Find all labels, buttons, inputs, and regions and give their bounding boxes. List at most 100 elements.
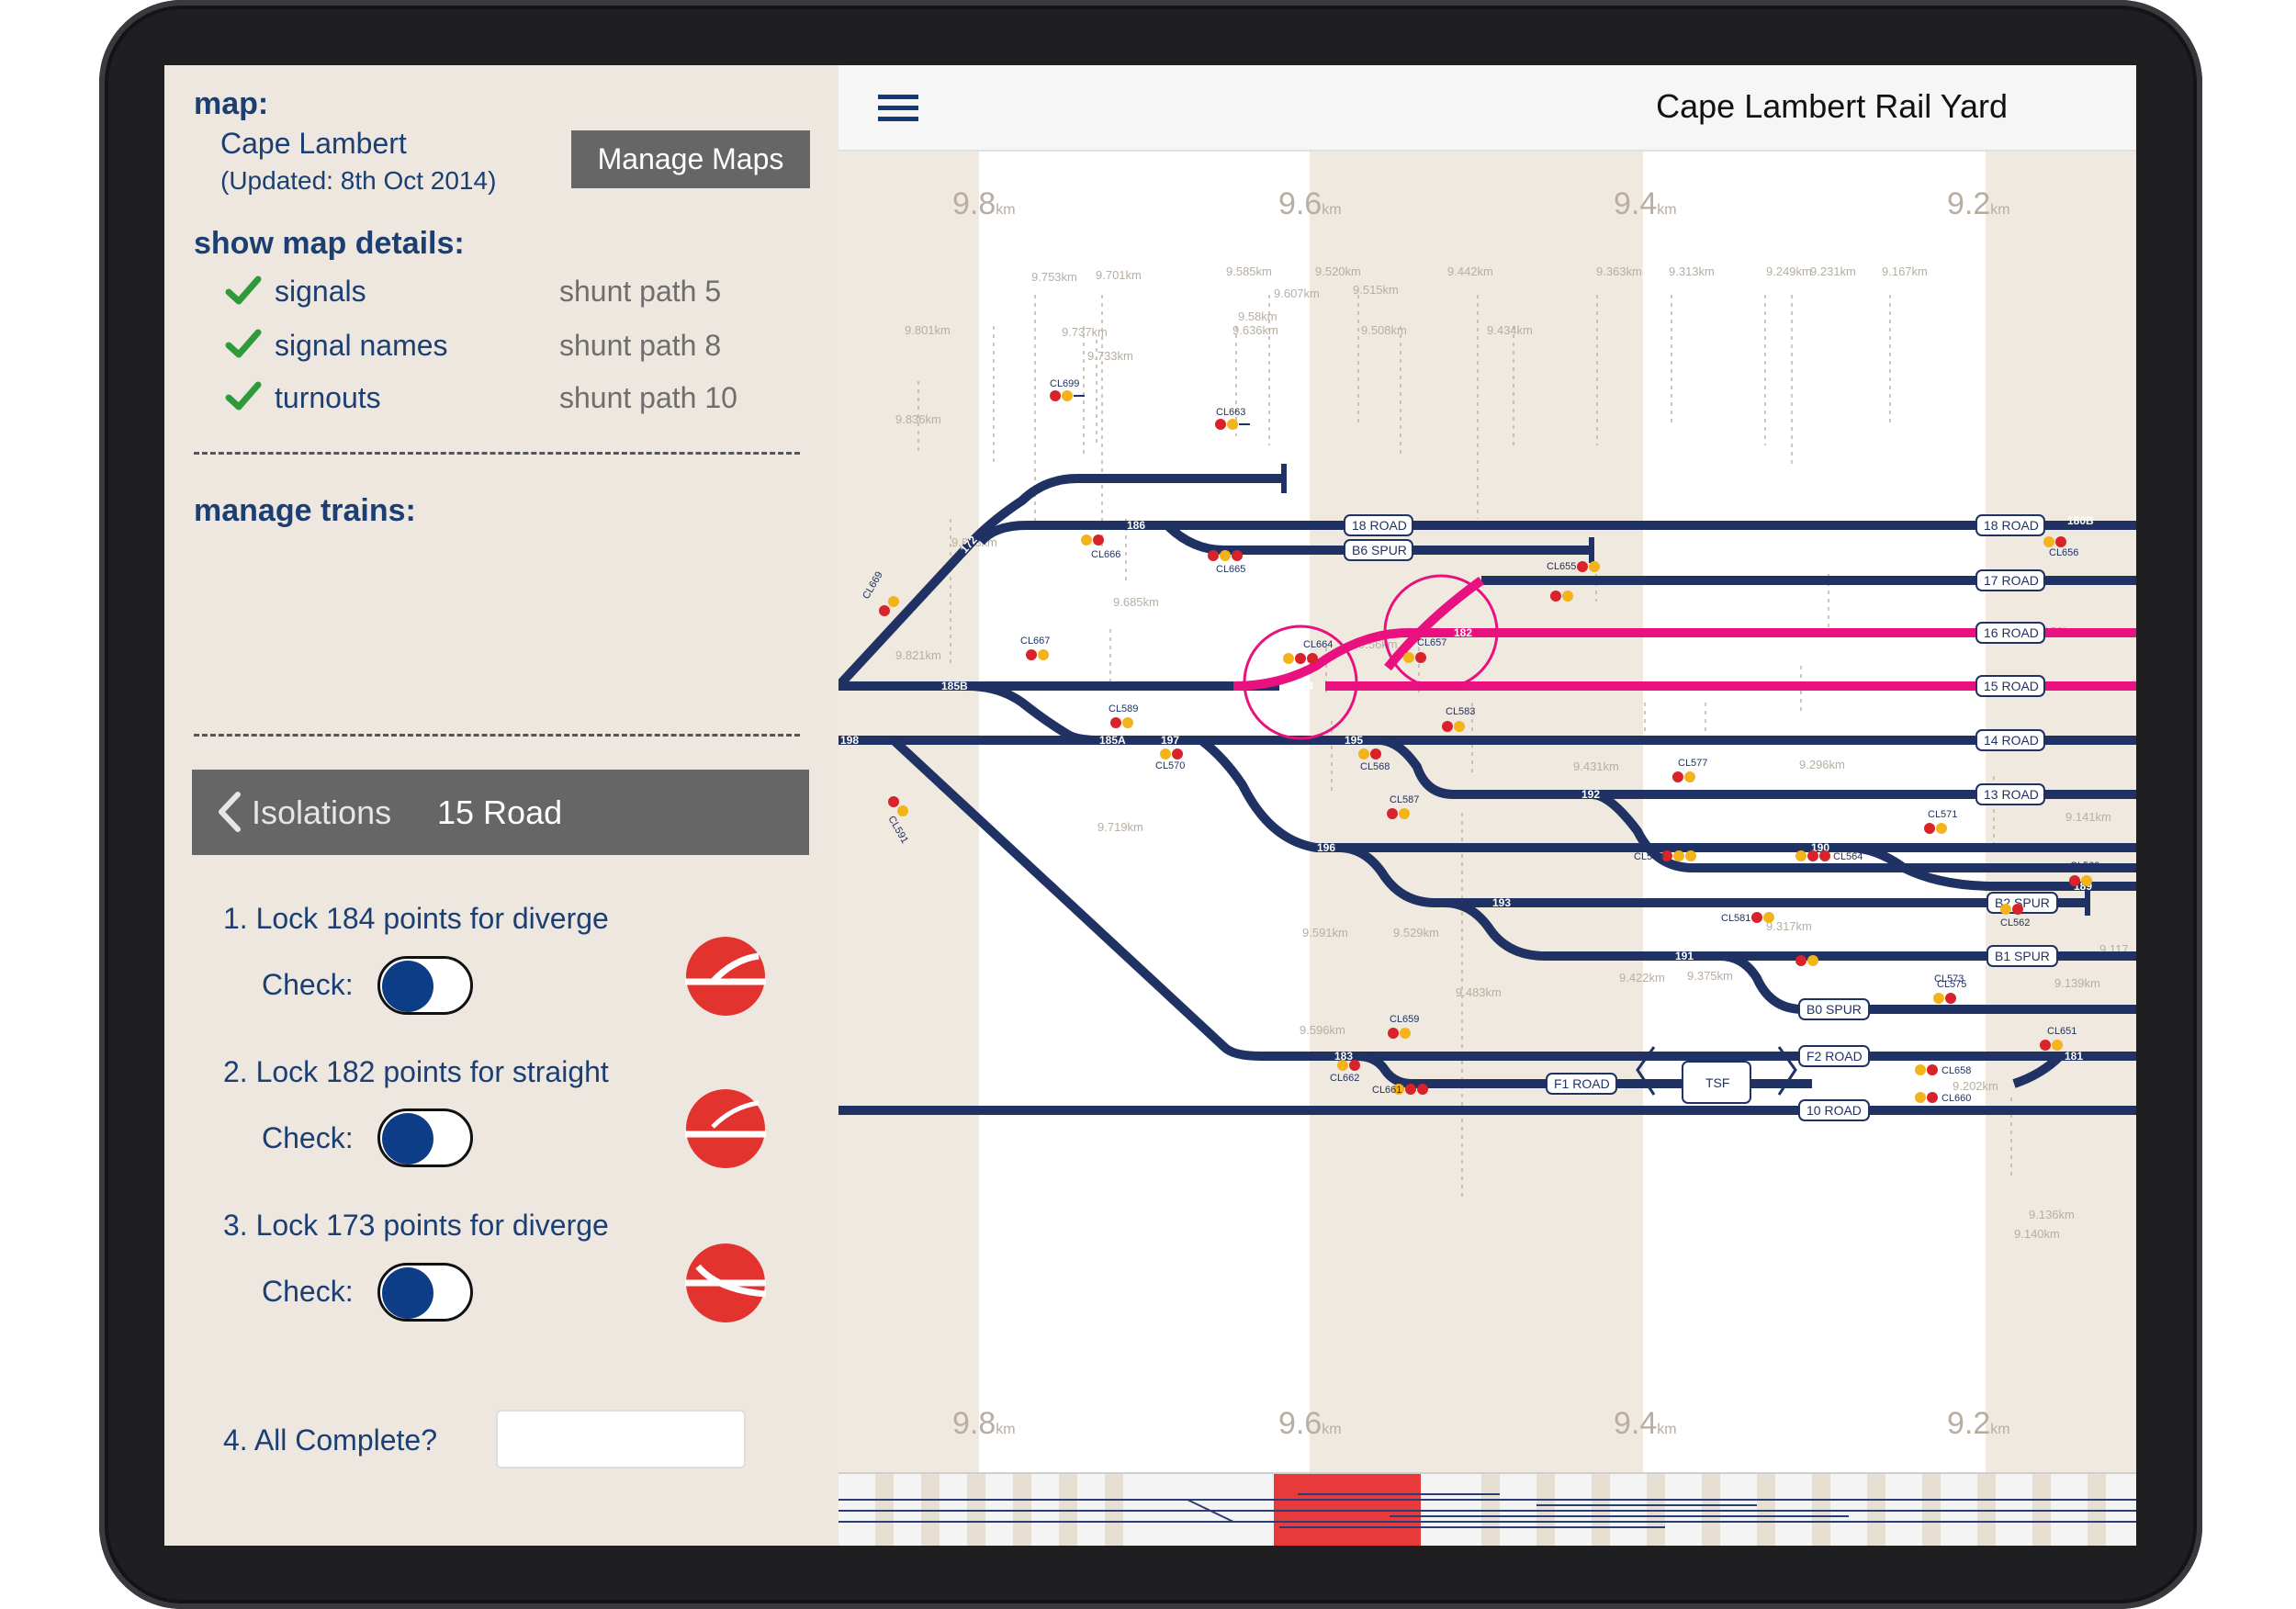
svg-text:CL667: CL667	[1020, 636, 1050, 647]
svg-text:185B: 185B	[941, 680, 968, 692]
road-label-b1-spur: B1 SPUR	[1986, 945, 2058, 967]
show-map-details-label: show map details:	[194, 226, 465, 261]
svg-text:16 ROAD: 16 ROAD	[1984, 625, 2039, 640]
map-title: Cape Lambert Rail Yard	[1656, 87, 2008, 125]
svg-text:9.508km: 9.508km	[1361, 323, 1407, 337]
signal-cl656-icon	[2043, 536, 2066, 547]
svg-text:9.434km: 9.434km	[1487, 323, 1533, 337]
signal-cl577-icon	[1672, 771, 1695, 782]
svg-text:CL581: CL581	[1721, 913, 1750, 924]
signal-cl651-icon	[2040, 1040, 2063, 1051]
svg-text:197: 197	[1161, 734, 1179, 747]
svg-text:B6 SPUR: B6 SPUR	[1352, 543, 1407, 557]
step-1-check-toggle[interactable]	[377, 956, 473, 1015]
shunt-path-8-option[interactable]: shunt path 8	[559, 329, 722, 362]
km-label-9-2-top: 9.2km	[1947, 186, 2010, 221]
tsf-marker: TSF	[1636, 1046, 1812, 1104]
manage-trains-label: manage trains:	[194, 493, 416, 528]
step-2-check-label: Check:	[262, 1121, 354, 1154]
signal-cl579-icon	[1661, 850, 1696, 861]
all-complete-input[interactable]	[496, 1410, 746, 1468]
svg-text:CL653: CL653	[1550, 577, 1580, 588]
signal-cl661-icon	[1393, 1084, 1428, 1095]
points-diverge-icon	[685, 937, 766, 1016]
turnouts-option[interactable]: turnouts	[275, 381, 381, 414]
svg-text:CL571: CL571	[1928, 809, 1957, 820]
svg-text:CL575: CL575	[1937, 979, 1966, 990]
signals-check-icon[interactable]	[225, 272, 262, 309]
svg-text:9.607km: 9.607km	[1274, 287, 1320, 300]
signal-cl660-icon	[1915, 1092, 1938, 1103]
svg-text:9.249km: 9.249km	[1766, 264, 1812, 278]
signal-cl653-icon	[1550, 591, 1573, 602]
svg-text:9.801km: 9.801km	[905, 323, 951, 337]
svg-text:9.529km: 9.529km	[1393, 926, 1439, 940]
manage-maps-button[interactable]: Manage Maps	[571, 130, 810, 188]
svg-text:183: 183	[1334, 1050, 1353, 1063]
svg-text:CL589: CL589	[1109, 703, 1138, 714]
road-label-b0-spur: B0 SPUR	[1798, 998, 1870, 1020]
signal-cl571-icon	[1924, 823, 1947, 834]
turnouts-check-icon[interactable]	[225, 377, 262, 414]
km-label-9-2-bottom: 9.2km	[1947, 1406, 2010, 1441]
svg-text:CL579: CL579	[1634, 851, 1663, 862]
signals-option[interactable]: signals	[275, 275, 366, 308]
svg-text:10 ROAD: 10 ROAD	[1806, 1103, 1862, 1118]
signal-names-check-icon[interactable]	[225, 325, 262, 362]
km-label-9-6-top: 9.6km	[1278, 186, 1342, 221]
svg-text:F2 ROAD: F2 ROAD	[1806, 1049, 1863, 1063]
svg-text:CL562: CL562	[2000, 917, 2030, 928]
km-label-9-4-bottom: 9.4km	[1614, 1406, 1677, 1441]
svg-text:185A: 185A	[1099, 734, 1126, 747]
svg-text:CL568: CL568	[1360, 761, 1390, 772]
shunt-path-5-option[interactable]: shunt path 5	[559, 275, 722, 308]
svg-text:195: 195	[1345, 734, 1363, 747]
signal-cl665-icon	[1208, 550, 1243, 561]
map-overview-strip[interactable]	[838, 1472, 2136, 1546]
signal-cl662-icon	[1337, 1060, 1360, 1071]
svg-text:CL663: CL663	[1216, 407, 1245, 418]
svg-text:CL666: CL666	[1091, 549, 1120, 560]
map-name: Cape Lambert	[220, 127, 407, 160]
svg-text:186: 186	[1127, 519, 1145, 532]
svg-text:191: 191	[1675, 950, 1694, 962]
shunt-path-10-option[interactable]: shunt path 10	[559, 381, 737, 414]
svg-text:9.701km: 9.701km	[1096, 268, 1142, 282]
svg-text:9.422km: 9.422km	[1619, 971, 1665, 985]
svg-text:CL570: CL570	[1155, 760, 1185, 771]
svg-text:CL664: CL664	[1303, 639, 1333, 650]
svg-text:CL699: CL699	[1050, 378, 1079, 389]
chevron-left-icon[interactable]	[212, 791, 249, 833]
hamburger-menu-icon[interactable]	[878, 95, 918, 122]
svg-text:F1 ROAD: F1 ROAD	[1554, 1076, 1610, 1091]
svg-text:192: 192	[1581, 788, 1600, 801]
signal-cl570-icon	[1160, 748, 1183, 759]
road-labels: 18 ROAD B6 SPUR 18 ROAD 180B 17 ROAD 16 …	[1344, 514, 2094, 1121]
svg-text:CL577: CL577	[1678, 758, 1707, 769]
signal-cl573-drawn-icon	[1795, 955, 1818, 966]
step-3-check-toggle[interactable]	[377, 1263, 473, 1322]
signal-cl657-icon	[1403, 652, 1426, 663]
signal-cl583-icon	[1442, 721, 1465, 732]
isolations-back-link[interactable]: Isolations	[252, 793, 392, 831]
step-1-check-label: Check:	[262, 968, 354, 1001]
signal-names-option[interactable]: signal names	[275, 329, 448, 362]
signal-cl666-icon	[1081, 534, 1104, 546]
svg-text:CL659: CL659	[1390, 1014, 1419, 1025]
signal-cl664-icon	[1283, 653, 1318, 664]
svg-text:184: 184	[1295, 680, 1313, 692]
svg-text:9.431km: 9.431km	[1573, 759, 1619, 773]
signal-cl669-icon	[879, 596, 899, 616]
road-label-14-road: 14 ROAD	[1975, 729, 2045, 751]
rail-yard-map[interactable]: 9.8km 9.6km 9.4km 9.2km 9.8km 9.6km 9.4k…	[838, 152, 2136, 1472]
svg-text:9.141km: 9.141km	[2065, 810, 2111, 824]
svg-text:CL651: CL651	[2047, 1026, 2077, 1037]
svg-text:9.58km: 9.58km	[1238, 309, 1277, 323]
svg-text:TSF: TSF	[1705, 1075, 1729, 1090]
svg-text:17 ROAD: 17 ROAD	[1984, 573, 2039, 588]
buffer-stops	[1281, 464, 2090, 916]
signal-cl659-icon	[1388, 1028, 1411, 1039]
svg-text:9.596km: 9.596km	[1300, 1023, 1345, 1037]
svg-text:9.636km: 9.636km	[1232, 323, 1278, 337]
step-2-check-toggle[interactable]	[377, 1108, 473, 1167]
